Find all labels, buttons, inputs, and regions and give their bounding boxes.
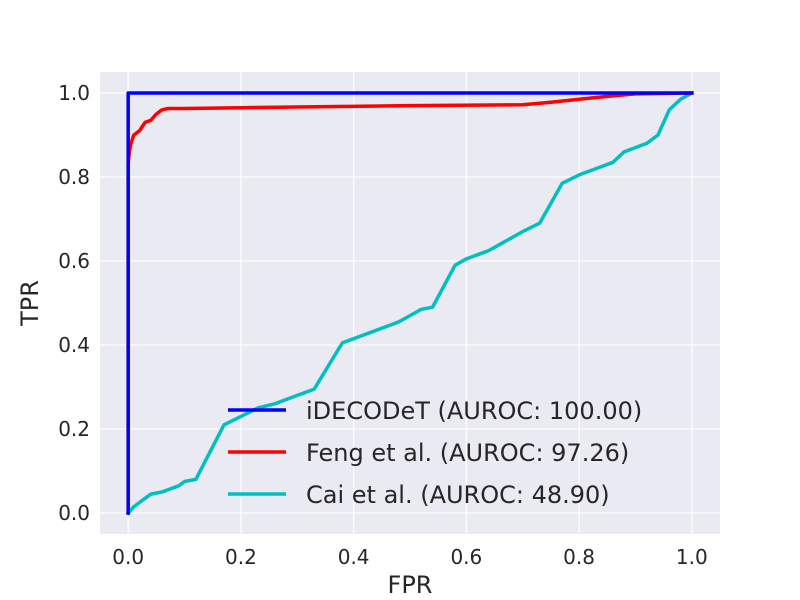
series-line-2 — [125, 90, 695, 516]
plot-area — [100, 72, 720, 534]
x-tick-label: 0.0 — [112, 545, 144, 569]
y-tick-label: 0.8 — [58, 165, 90, 189]
y-tick-label: 0.0 — [58, 501, 90, 525]
x-axis: 0.0 0.2 0.4 0.6 0.8 1.0 — [112, 545, 707, 569]
x-tick-label: 0.2 — [225, 545, 257, 569]
legend-label: iDECODeT (AUROC: 100.00) — [306, 397, 642, 425]
series-layer — [125, 90, 695, 516]
x-tick-label: 0.4 — [338, 545, 370, 569]
y-tick-label: 0.2 — [58, 417, 90, 441]
x-tick-label: 0.8 — [563, 545, 595, 569]
legend: iDECODeT (AUROC: 100.00) Feng et al. (AUR… — [228, 397, 642, 509]
y-tick-label: 1.0 — [58, 81, 90, 105]
x-axis-label: FPR — [388, 571, 433, 599]
series-line-0 — [126, 91, 694, 515]
x-tick-label: 1.0 — [676, 545, 708, 569]
y-axis-label: TPR — [16, 280, 44, 327]
series-line-1 — [126, 91, 694, 515]
x-tick-label: 0.6 — [450, 545, 482, 569]
y-tick-label: 0.4 — [58, 333, 90, 357]
legend-label: Feng et al. (AUROC: 97.26) — [306, 439, 629, 467]
legend-label: Cai et al. (AUROC: 48.90) — [306, 481, 610, 509]
grid — [100, 72, 720, 534]
y-tick-label: 0.6 — [58, 249, 90, 273]
y-axis: 0.0 0.2 0.4 0.6 0.8 1.0 — [58, 81, 90, 525]
